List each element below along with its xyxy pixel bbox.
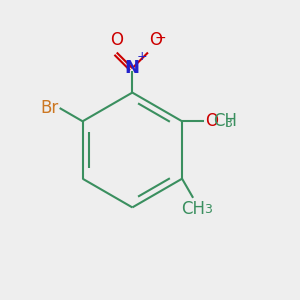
- Text: −: −: [154, 31, 166, 45]
- Text: 3: 3: [204, 202, 212, 215]
- Text: +: +: [137, 50, 148, 63]
- Text: O: O: [205, 112, 218, 130]
- Text: Br: Br: [40, 99, 58, 117]
- Text: CH: CH: [181, 200, 205, 218]
- Text: CH: CH: [213, 112, 237, 130]
- Text: 3: 3: [224, 117, 232, 130]
- Text: O: O: [110, 31, 123, 49]
- Text: N: N: [125, 59, 140, 77]
- Text: O: O: [149, 31, 162, 49]
